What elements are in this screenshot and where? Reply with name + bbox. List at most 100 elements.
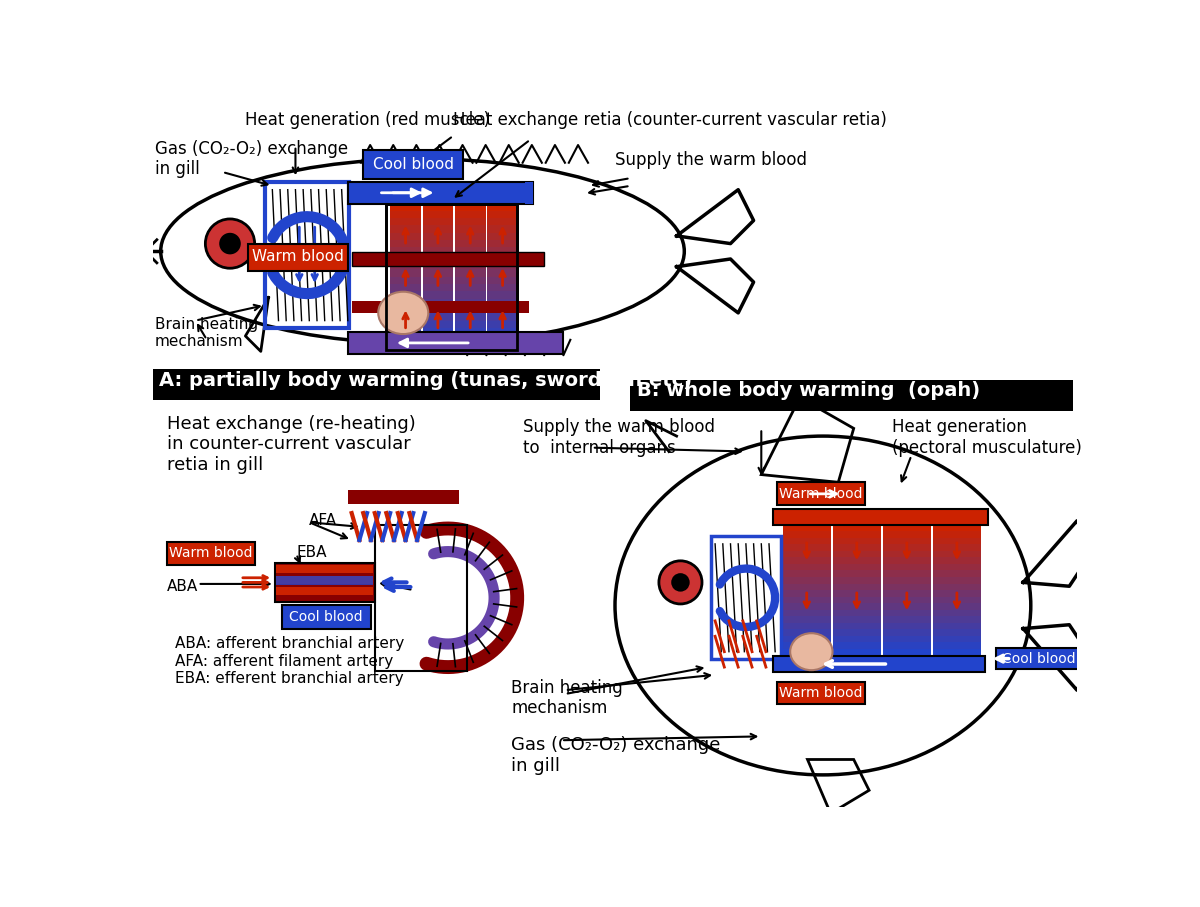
Ellipse shape [378,292,428,334]
Bar [782,583,830,590]
Bar [833,629,881,637]
Bar [455,298,486,307]
Bar [630,380,1073,411]
Text: A: partially body warming (tunas, swordfish etc): A: partially body warming (tunas, swordf… [160,371,692,390]
Bar [833,564,881,571]
Bar [833,610,881,617]
Bar [390,262,421,270]
Bar [265,182,349,328]
Bar [390,313,421,321]
Bar [934,524,980,532]
Bar [883,597,931,604]
Bar [487,262,518,270]
Bar [833,532,881,539]
Bar [455,269,486,278]
Bar [386,203,517,350]
Bar [773,656,985,672]
Bar [422,343,454,351]
Bar [782,623,830,630]
Bar [782,571,830,578]
Bar [455,291,486,299]
Bar [390,210,421,219]
Bar [487,219,518,226]
Bar [390,226,421,234]
Bar [782,538,830,545]
Bar [883,603,931,610]
Bar [422,298,454,307]
Bar [390,328,421,336]
Bar [455,226,486,234]
Circle shape [205,219,254,268]
Bar [883,532,931,539]
Bar [782,603,830,610]
Bar [276,576,373,584]
Bar [422,269,454,278]
Bar [390,320,421,328]
Bar [422,277,454,285]
Bar [782,524,830,532]
Bar [487,313,518,321]
Bar [455,248,486,256]
Bar [833,636,881,643]
Bar [883,524,931,532]
Bar [386,203,517,350]
Bar [487,277,518,285]
Bar [934,571,980,578]
Bar [934,583,980,590]
Bar [782,597,830,604]
Bar [390,291,421,299]
Bar [883,610,931,617]
Text: Supply the warm blood
to  internal organs: Supply the warm blood to internal organs [523,418,715,457]
Bar [934,532,980,539]
Bar [833,623,881,630]
Circle shape [220,233,241,254]
Bar [348,332,564,354]
Bar [154,369,600,400]
Bar [348,490,460,504]
Bar [390,219,421,226]
Bar [782,616,830,624]
Bar [833,544,881,551]
Bar [773,509,989,524]
Bar [883,623,931,630]
Text: Brain heating
mechanism: Brain heating mechanism [155,317,258,349]
Bar [455,219,486,226]
Bar [390,284,421,292]
Bar [776,483,865,505]
Bar [455,343,486,351]
Bar [422,291,454,299]
Bar [782,577,830,584]
Bar [374,524,467,671]
Bar [487,255,518,263]
Bar [487,298,518,307]
Bar [487,343,518,351]
Bar [833,538,881,545]
Bar [390,203,421,211]
Bar [833,649,881,657]
Bar [782,564,830,571]
Bar [934,610,980,617]
Bar [883,616,931,624]
Bar [455,255,486,263]
Bar [934,577,980,584]
Bar [934,590,980,598]
Bar [782,642,830,649]
Bar [455,233,486,241]
Bar [934,642,980,649]
Text: Warm blood: Warm blood [252,249,343,264]
Text: Warm blood: Warm blood [779,487,863,501]
Text: Warm blood: Warm blood [169,546,252,561]
Bar [934,616,980,624]
Bar [247,244,348,270]
Bar [934,597,980,604]
Bar [282,606,371,629]
Bar [833,551,881,558]
Bar [390,269,421,278]
Bar [883,636,931,643]
Bar [487,291,518,299]
Bar [487,233,518,241]
Bar [782,590,830,598]
Bar [276,587,373,595]
Bar [390,298,421,307]
Bar [455,203,486,211]
